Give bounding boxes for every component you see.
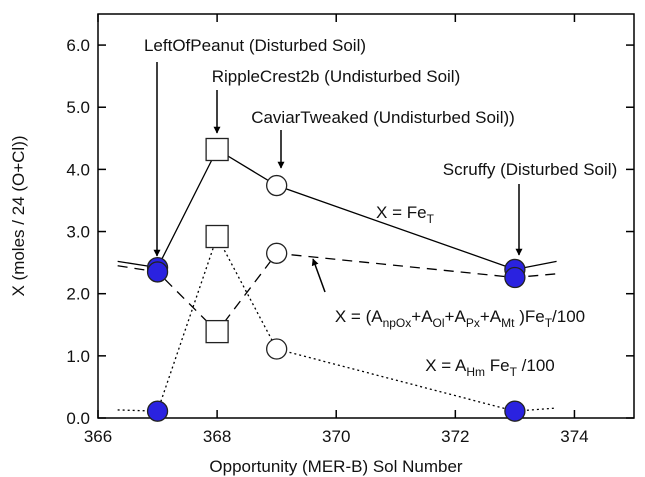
annotation-part: RippleCrest2b (Undisturbed Soil) xyxy=(212,67,461,86)
x-tick-label: 368 xyxy=(203,427,231,446)
annotation-part: T xyxy=(427,212,435,226)
annotation-part: npOx xyxy=(383,316,412,330)
annotation-part: +A xyxy=(445,307,467,326)
annotation: X = FeT xyxy=(376,203,435,226)
plot-frame xyxy=(97,13,635,419)
annotation-part: +A xyxy=(480,307,502,326)
marker xyxy=(266,174,288,197)
arrow xyxy=(311,258,326,293)
annotation-part: )Fe xyxy=(514,307,544,326)
annotation-part: T xyxy=(545,316,553,330)
y-tick-label: 1.0 xyxy=(66,347,90,366)
y-tick-label: 2.0 xyxy=(66,285,90,304)
x-axis-label: Opportunity (MER-B) Sol Number xyxy=(209,457,463,476)
annotation-part: Scruffy (Disturbed Soil) xyxy=(443,160,617,179)
annotation: Scruffy (Disturbed Soil) xyxy=(443,160,617,179)
marker xyxy=(205,224,229,249)
annotation-part: +A xyxy=(411,307,433,326)
annotation-part: Fe xyxy=(485,356,510,375)
annotation-part: X = (A xyxy=(335,307,383,326)
marker xyxy=(146,400,169,422)
annotation-part: /100 xyxy=(517,356,555,375)
marker xyxy=(205,137,229,162)
marker xyxy=(266,338,288,360)
series-line xyxy=(117,252,557,333)
annotations: LeftOfPeanut (Disturbed Soil) RippleCrest… xyxy=(144,36,617,379)
annotation-part: Mt xyxy=(501,316,515,330)
annotation-part: T xyxy=(510,365,518,379)
annotation: CaviarTweaked (Undisturbed Soil)) xyxy=(251,108,515,127)
annotation: LeftOfPeanut (Disturbed Soil) xyxy=(144,36,366,55)
annotation-part: X = A xyxy=(425,356,467,375)
marker xyxy=(266,242,288,264)
annotation: X = AHm FeT /100 xyxy=(425,356,555,379)
x-tick-label: 370 xyxy=(322,427,350,446)
annotation-part: LeftOfPeanut (Disturbed Soil) xyxy=(144,36,366,55)
annotation: RippleCrest2b (Undisturbed Soil) xyxy=(212,67,461,86)
marker xyxy=(146,261,169,283)
marker xyxy=(504,266,526,289)
annotation: X = (AnpOx+AOl+APx+AMt )FeT/100 xyxy=(335,307,585,330)
y-tick-label: 4.0 xyxy=(66,160,90,179)
annotation-part: Ol xyxy=(433,316,445,330)
annotation-part: /100 xyxy=(552,307,585,326)
x-tick-label: 372 xyxy=(441,427,469,446)
y-tick-label: 6.0 xyxy=(66,36,90,55)
y-axis-label: X (moles / 24 (O+Cl)) xyxy=(9,135,28,296)
marker xyxy=(205,319,229,344)
annotation-part: Px xyxy=(466,316,480,330)
y-tick-label: 0.0 xyxy=(66,409,90,428)
marker xyxy=(504,400,526,422)
x-tick-label: 366 xyxy=(84,427,112,446)
x-tick-label: 374 xyxy=(560,427,588,446)
annotation-part: Hm xyxy=(466,365,485,379)
annotation-part: X = Fe xyxy=(376,203,427,222)
y-tick-label: 5.0 xyxy=(66,98,90,117)
y-tick-label: 3.0 xyxy=(66,223,90,242)
annotation-part: CaviarTweaked (Undisturbed Soil)) xyxy=(251,108,515,127)
